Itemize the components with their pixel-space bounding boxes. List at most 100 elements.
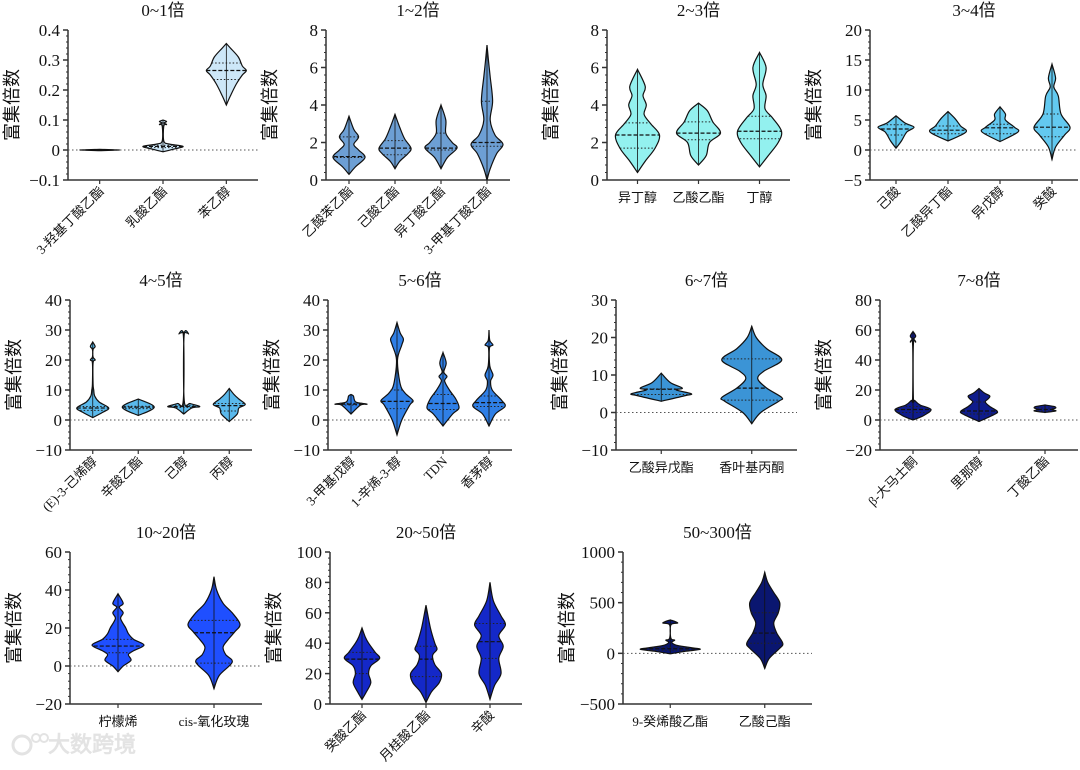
y-tick-label: 2 (591, 134, 600, 153)
violin-3: 丁酸乙酯 (1005, 404, 1057, 501)
x-category-label: 乙酸己酯 (739, 714, 791, 729)
x-category-label: 3-羟基丁酸乙酯 (33, 184, 106, 257)
y-tick-label: 0.2 (39, 81, 60, 100)
panel-title: 7~8倍 (957, 271, 1000, 290)
y-tick-label: 40 (45, 581, 62, 600)
y-tick-label: 30 (591, 291, 608, 310)
x-category-label: 乙酸异丁酯 (899, 184, 956, 241)
x-category-label: 9-癸烯酸乙酯 (632, 714, 708, 729)
y-tick-label: 30 (303, 321, 320, 340)
x-category-label: 乙酸苯乙酯 (300, 184, 357, 241)
y-tick-label: 20 (855, 381, 872, 400)
x-category-label: 里那醇 (948, 454, 986, 492)
panel-title: 6~7倍 (685, 271, 728, 290)
x-category-label: 己酸 (874, 184, 903, 213)
y-tick-label: 20 (45, 619, 62, 638)
y-axis-label: 富集倍数 (557, 592, 577, 664)
y-tick-label: 8 (591, 21, 600, 40)
y-tick-label: 500 (590, 594, 616, 613)
y-tick-label: 10 (591, 366, 608, 385)
x-category-label: 辛酸乙酯 (98, 454, 145, 501)
y-tick-label: 10 (45, 381, 62, 400)
x-category-label: 异戊醇 (969, 184, 1007, 222)
x-category-label: 辛酸 (468, 708, 497, 737)
y-tick-label: 40 (303, 291, 320, 310)
x-category-label: 乙酸异戊酯 (629, 460, 694, 475)
y-tick-label: −0.1 (29, 171, 60, 190)
x-category-label: 丙醇 (207, 454, 236, 483)
violin-2: 乙酸己酯 (739, 570, 791, 729)
y-tick-label: 0.1 (39, 111, 60, 130)
violin-1: 3-羟基丁酸乙酯 (33, 148, 121, 257)
y-tick-label: −20 (35, 695, 62, 714)
y-tick-label: 0 (314, 695, 323, 714)
y-tick-label: 0 (591, 171, 600, 190)
x-category-label: 香叶基丙酮 (719, 460, 784, 475)
y-tick-label: 1000 (581, 543, 615, 562)
y-tick-label: 0 (54, 411, 63, 430)
y-axis-label: 富集倍数 (814, 339, 834, 411)
y-tick-label: 60 (45, 543, 62, 562)
y-tick-label: 0 (600, 404, 609, 423)
y-tick-label: 15 (845, 51, 862, 70)
x-category-label: 香茅醇 (458, 454, 496, 492)
y-tick-label: 0 (312, 411, 321, 430)
x-category-label: 丁酸乙酯 (1005, 454, 1052, 501)
violin-4: 癸酸 (1030, 61, 1071, 213)
panel-title: 1~2倍 (396, 1, 439, 20)
watermark-logo-icon (11, 733, 49, 756)
violin-1: 乙酸异戊酯 (629, 372, 694, 475)
violin-3: 异戊醇 (969, 105, 1020, 222)
y-tick-label: 80 (855, 291, 872, 310)
x-category-label: 异丁醇 (618, 190, 657, 205)
y-axis-label: 富集倍数 (262, 339, 282, 411)
y-tick-label: −10 (35, 441, 62, 460)
y-tick-label: 20 (845, 21, 862, 40)
violin-2: 香叶基丙酮 (719, 324, 784, 475)
x-category-label: 柠檬烯 (98, 714, 137, 729)
y-tick-label: 30 (45, 321, 62, 340)
violin-1: 9-癸烯酸乙酯 (632, 619, 708, 729)
y-tick-label: 80 (305, 573, 322, 592)
watermark: 大数跨境 (48, 732, 136, 758)
violin-1: 异丁醇 (614, 67, 661, 205)
y-tick-label: 10 (845, 81, 862, 100)
x-category-label: cis-氧化玫瑰 (179, 714, 250, 729)
y-tick-label: 20 (45, 351, 62, 370)
y-tick-label: 20 (303, 351, 320, 370)
y-tick-label: −500 (580, 695, 615, 714)
panel-title: 10~20倍 (136, 523, 196, 542)
y-tick-label: 40 (45, 291, 62, 310)
y-tick-label: 60 (855, 321, 872, 340)
x-category-label: 乙酸乙酯 (672, 190, 724, 205)
x-category-label: 己酸乙酯 (355, 184, 402, 231)
y-tick-label: 2 (310, 134, 319, 153)
violin-2: 己酸乙酯 (355, 112, 412, 231)
y-axis-label: 富集倍数 (541, 69, 561, 141)
panel-title: 2~3倍 (677, 1, 720, 20)
x-category-label: 乳酸乙酯 (123, 184, 170, 231)
y-axis-label: 富集倍数 (4, 339, 24, 411)
violin-3: TDN (421, 350, 460, 483)
violin-3: 辛酸 (468, 582, 507, 737)
y-tick-label: 0.4 (39, 21, 61, 40)
violin-2: 1-辛烯-3-醇 (348, 320, 414, 511)
y-axis-label: 富集倍数 (550, 339, 570, 411)
x-category-label: 苯乙醇 (195, 184, 233, 222)
panel-title: 20~50倍 (396, 523, 456, 542)
x-category-label: (E)-3-己烯醇 (39, 454, 100, 515)
x-category-label: 月桂酸乙酯 (377, 708, 434, 765)
x-category-label: 己醇 (162, 454, 191, 483)
panel-title: 3~4倍 (952, 1, 995, 20)
x-category-label: 1-辛烯-3-醇 (348, 454, 405, 511)
y-tick-label: 4 (310, 96, 319, 115)
violin-1: 柠檬烯 (91, 592, 145, 729)
